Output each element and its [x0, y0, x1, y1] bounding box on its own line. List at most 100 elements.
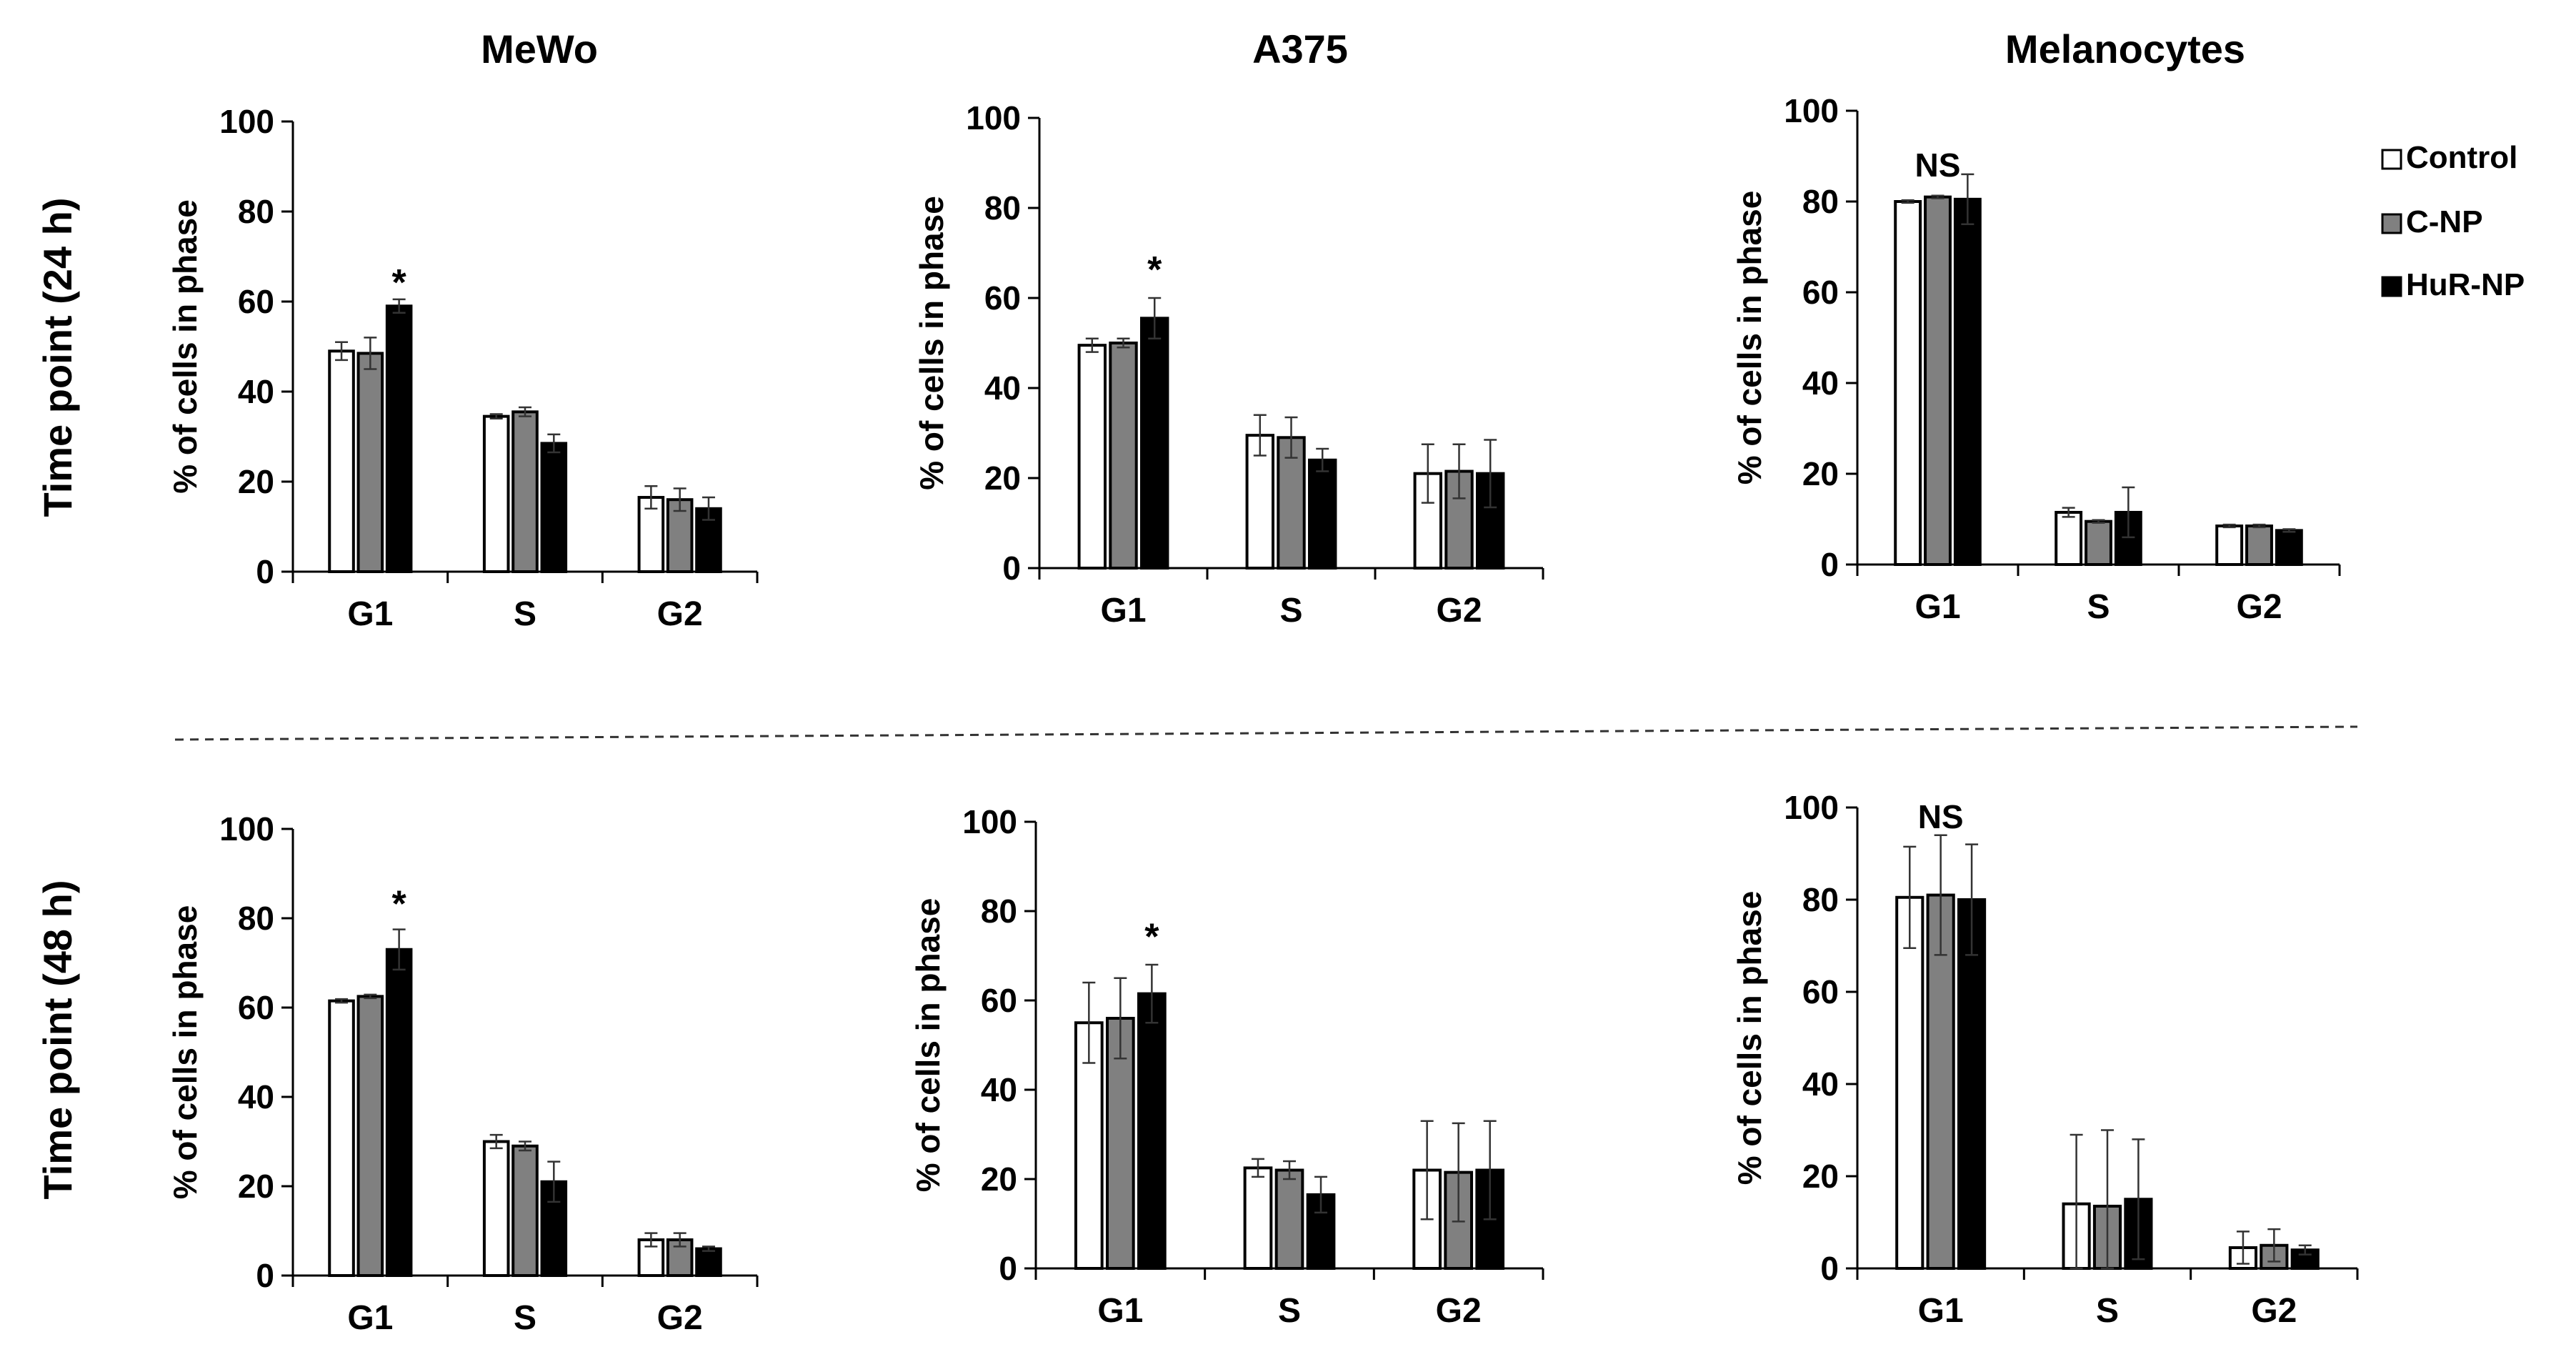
- x-tick-label: S: [2087, 588, 2110, 626]
- chart-title: A375: [1252, 26, 1348, 71]
- y-tick-label: 0: [256, 1257, 274, 1294]
- legend-swatch-control: [2381, 149, 2402, 170]
- y-axis-label: % of cells in phase: [166, 199, 204, 494]
- x-tick-label: G2: [1436, 592, 1482, 630]
- x-tick-label: G2: [657, 1299, 703, 1337]
- x-tick-label: G1: [1918, 1292, 1964, 1330]
- bar-c-np: [1926, 893, 1955, 1271]
- legend: Control C-NP HuR-NP: [2381, 140, 2525, 302]
- bar-control: [328, 999, 355, 1277]
- y-axis-label: % of cells in phase: [166, 905, 204, 1200]
- bar-hur-np: [540, 442, 568, 574]
- significance-annotation: *: [392, 883, 407, 925]
- y-tick-label: 100: [1784, 92, 1839, 129]
- bar-hur-np: [385, 304, 413, 573]
- y-tick-label: 0: [256, 553, 274, 590]
- y-tick-label: 20: [984, 459, 1021, 497]
- bar-hur-np: [1953, 197, 1982, 566]
- legend-swatch-hurnp: [2381, 276, 2402, 297]
- x-tick-label: G1: [1100, 592, 1146, 630]
- y-tick-label: 40: [1802, 364, 1839, 402]
- bar-c-np: [356, 352, 384, 573]
- y-tick-label: 20: [1802, 1158, 1839, 1195]
- bar-control: [1895, 895, 1924, 1270]
- chart-panel-5: % of cells in phase 0 20 40 60 80 100 G1 S G2 NS: [1731, 789, 2359, 1330]
- bar-c-np: [1109, 342, 1138, 570]
- bar-control: [1243, 1166, 1273, 1270]
- y-tick-label: 40: [984, 369, 1021, 407]
- significance-annotation: *: [1147, 249, 1162, 291]
- y-tick-label: 80: [238, 900, 274, 937]
- chart-panel-1: A375 % of cells in phase 0 20 40 60 80 100 G1 S G2…: [913, 26, 1544, 630]
- x-tick-label: S: [2096, 1292, 2119, 1330]
- y-tick-label: 60: [1802, 973, 1839, 1010]
- bar-control: [482, 414, 510, 574]
- bar-control: [1894, 200, 1922, 566]
- bar-hur-np: [385, 948, 413, 1277]
- bar-c-np: [511, 1144, 539, 1277]
- x-tick-label: S: [1279, 592, 1302, 630]
- bar-hur-np: [1307, 458, 1337, 570]
- bar-control: [482, 1140, 510, 1277]
- bar-c-np: [1274, 1168, 1304, 1270]
- y-tick-label: 60: [981, 982, 1017, 1019]
- chart-title: Melanocytes: [2005, 26, 2245, 71]
- y-tick-label: 60: [238, 989, 274, 1026]
- bar-c-np: [2245, 525, 2273, 567]
- bar-c-np: [2085, 520, 2112, 566]
- y-axis-label: % of cells in phase: [909, 898, 947, 1193]
- x-tick-label: G2: [2236, 588, 2282, 626]
- y-tick-label: 40: [981, 1071, 1017, 1108]
- significance-annotation: NS: [1915, 146, 1961, 184]
- y-tick-label: 40: [238, 1078, 274, 1115]
- x-tick-label: S: [514, 1299, 536, 1337]
- y-tick-label: 20: [238, 463, 274, 500]
- x-tick-label: G2: [657, 595, 703, 633]
- chart-title: MeWo: [481, 26, 598, 71]
- y-axis-label: % of cells in phase: [913, 196, 950, 490]
- y-tick-label: 80: [238, 193, 274, 230]
- y-tick-label: 80: [1802, 183, 1839, 220]
- row-label-48h: Time point (48 h): [35, 880, 80, 1200]
- x-tick-label: G2: [1436, 1292, 1482, 1330]
- y-tick-label: 80: [984, 189, 1021, 227]
- chart-panel-4: % of cells in phase 0 20 40 60 80 100 G1 S G2 *: [909, 803, 1544, 1330]
- y-tick-label: 0: [1002, 550, 1021, 587]
- x-tick-label: G1: [1914, 588, 1960, 626]
- chart-panel-2: Melanocytes % of cells in phase 0 20 40 60 80 1…: [1731, 26, 2341, 626]
- y-tick-label: 40: [238, 373, 274, 410]
- y-axis-label: % of cells in phase: [1731, 891, 1768, 1186]
- x-tick-label: G1: [1097, 1292, 1143, 1330]
- significance-annotation: *: [392, 262, 407, 304]
- chart-panel-0: MeWo % of cells in phase 0 20 40 60 80 100 G1 S G2…: [166, 26, 759, 633]
- legend-label-hurnp: HuR-NP: [2406, 267, 2525, 302]
- y-tick-label: 20: [238, 1168, 274, 1205]
- y-tick-label: 60: [984, 279, 1021, 317]
- bar-c-np: [1924, 195, 1952, 566]
- y-tick-label: 80: [981, 893, 1017, 930]
- legend-swatch-cnp: [2381, 213, 2402, 234]
- y-tick-label: 100: [219, 810, 274, 848]
- bar-control: [328, 349, 355, 573]
- y-tick-label: 0: [999, 1250, 1017, 1287]
- significance-annotation: NS: [1918, 798, 1964, 835]
- bar-hur-np: [2275, 529, 2303, 566]
- y-tick-label: 100: [1784, 789, 1839, 826]
- y-tick-label: 100: [966, 99, 1021, 136]
- bar-hur-np: [1137, 992, 1167, 1270]
- significance-annotation: *: [1144, 917, 1159, 958]
- row-divider: [174, 725, 2358, 741]
- y-tick-label: 20: [1802, 455, 1839, 492]
- y-tick-label: 60: [238, 283, 274, 320]
- legend-label-control: Control: [2406, 140, 2517, 175]
- y-tick-label: 40: [1802, 1065, 1839, 1103]
- y-tick-label: 0: [1820, 546, 1839, 583]
- bar-c-np: [1105, 1017, 1135, 1270]
- y-tick-label: 80: [1802, 881, 1839, 918]
- y-tick-label: 20: [981, 1160, 1017, 1198]
- bar-control: [1077, 344, 1107, 570]
- bar-control: [637, 496, 665, 573]
- bar-control: [2055, 510, 2083, 566]
- x-tick-label: G2: [2251, 1292, 2297, 1330]
